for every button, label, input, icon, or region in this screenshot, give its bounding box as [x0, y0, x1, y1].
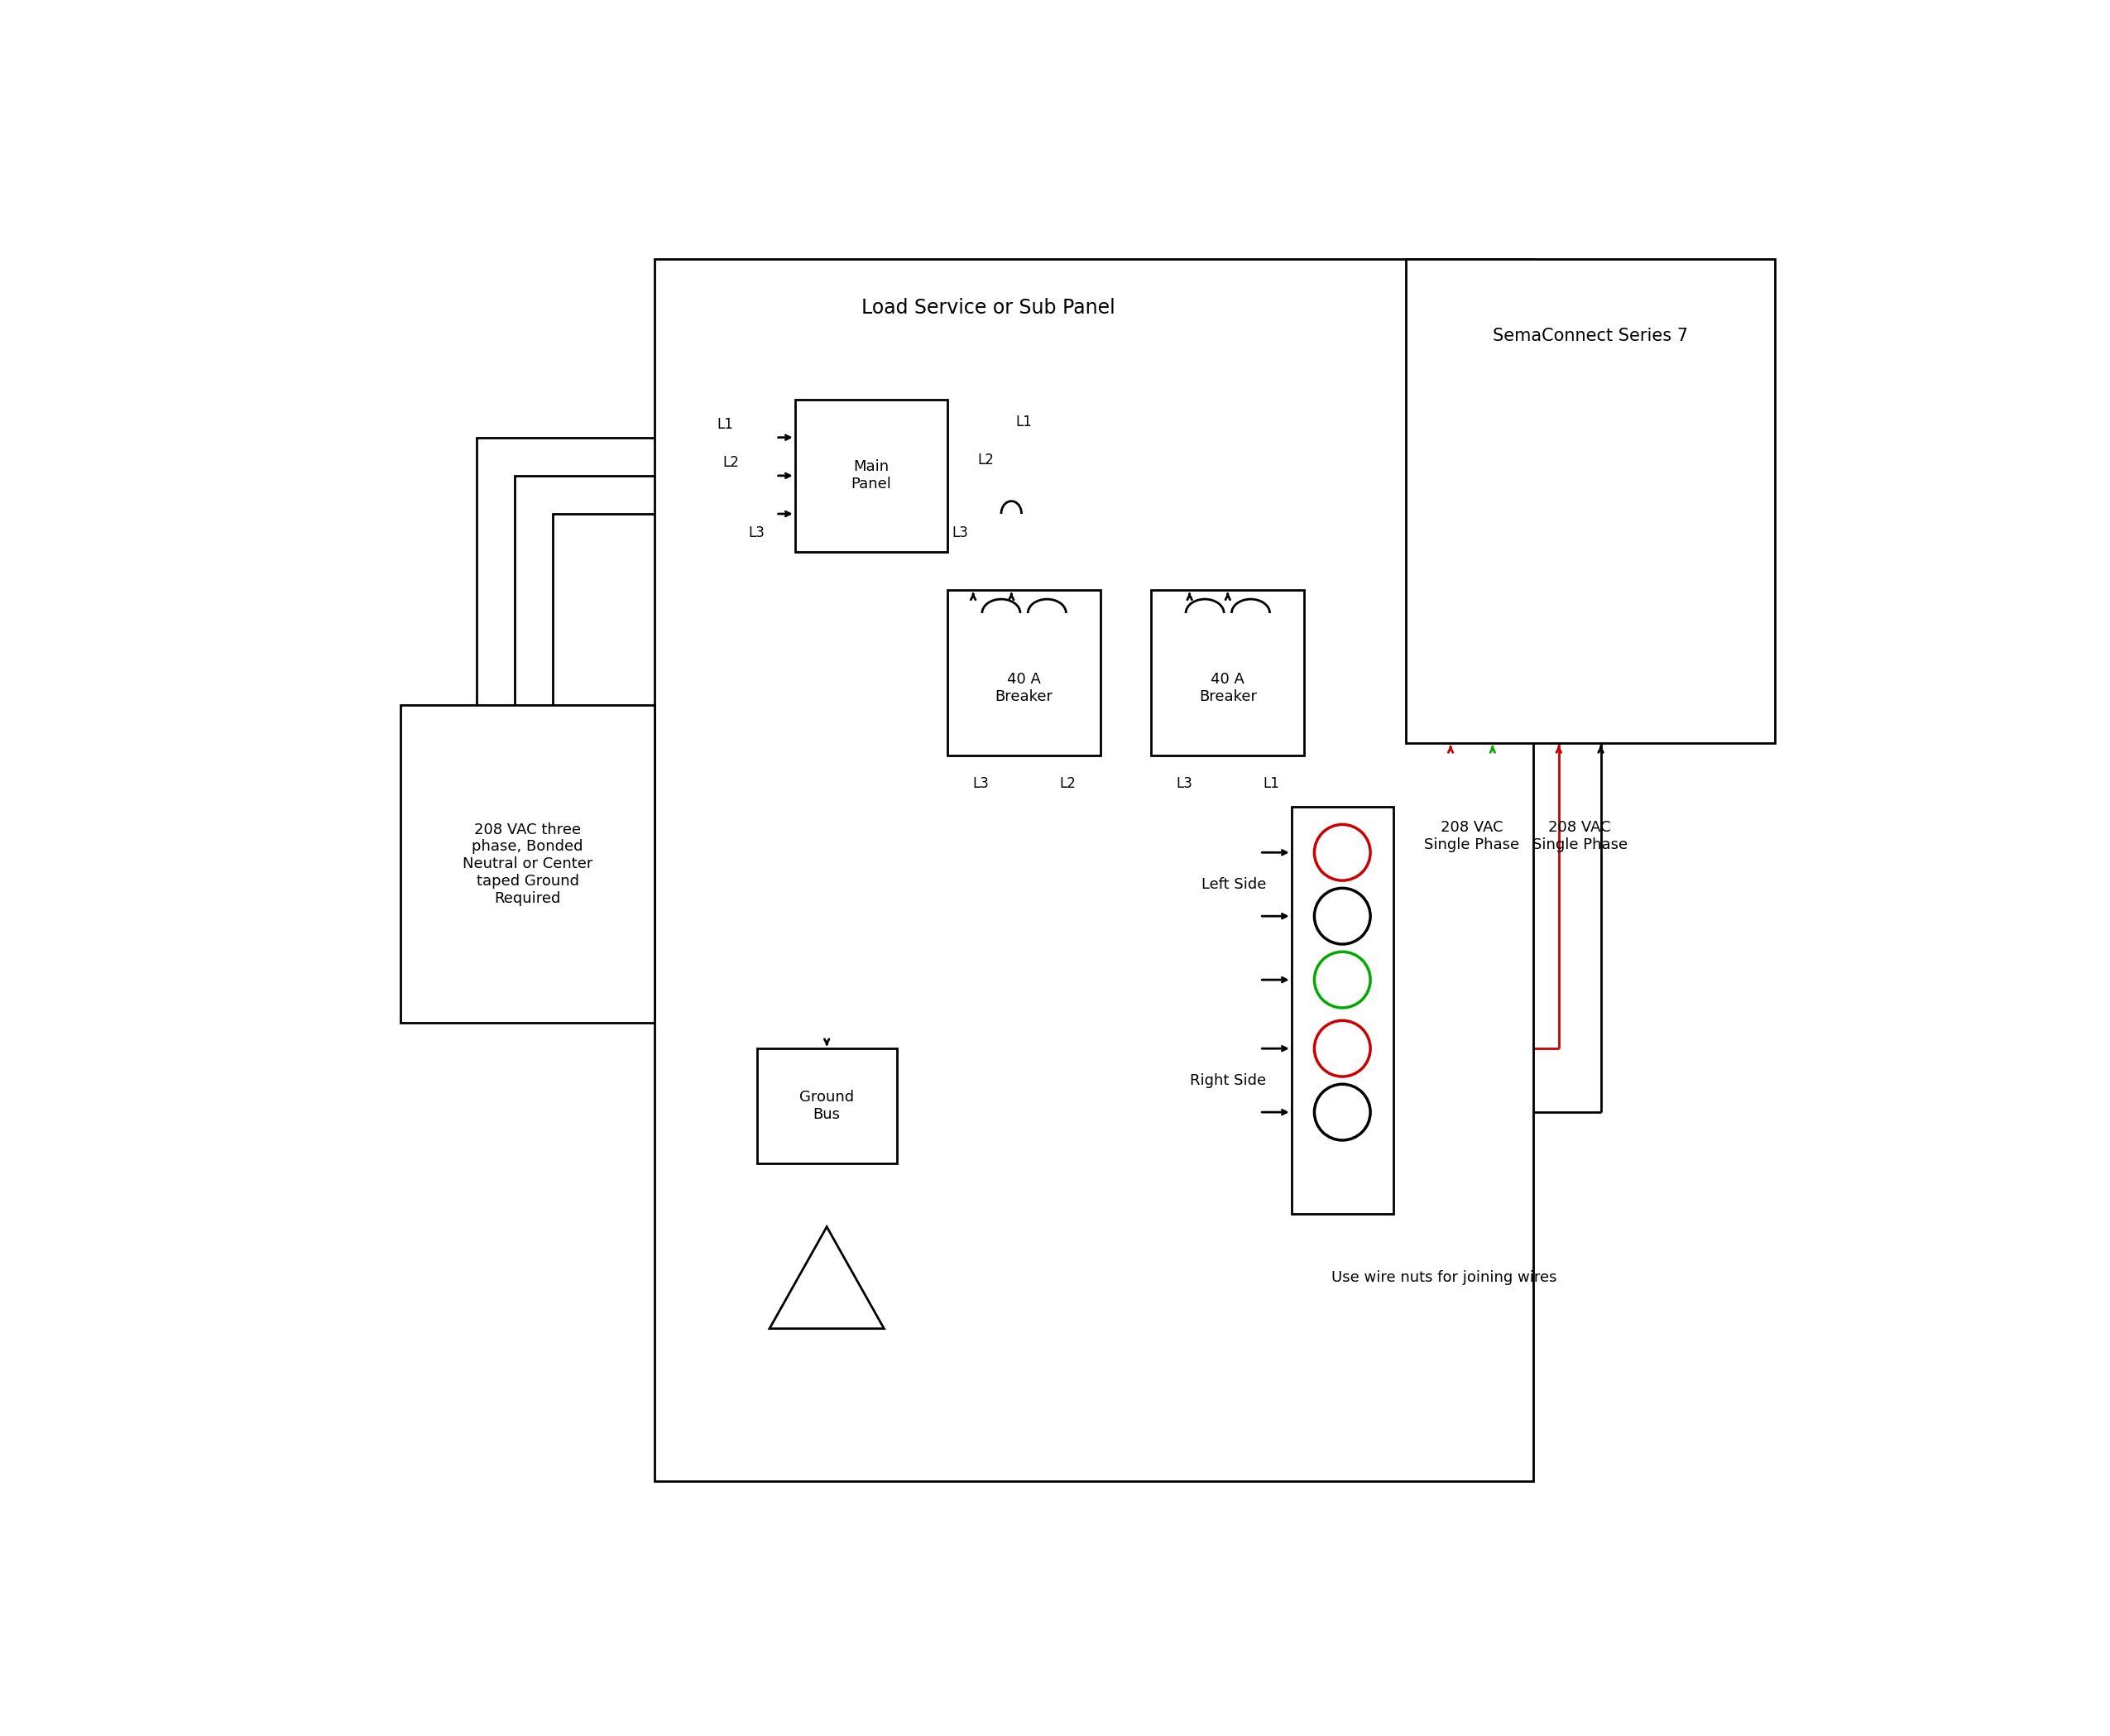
Text: Load Service or Sub Panel: Load Service or Sub Panel	[861, 297, 1116, 318]
Bar	[795, 399, 947, 552]
Text: L3: L3	[1175, 776, 1192, 792]
Text: L1: L1	[1015, 415, 1032, 429]
Bar	[1152, 590, 1304, 755]
Text: L1: L1	[1264, 776, 1279, 792]
Text: Main
Panel: Main Panel	[850, 460, 893, 491]
Text: Ground
Bus: Ground Bus	[800, 1090, 855, 1121]
Bar	[1405, 259, 1775, 743]
Text: L3: L3	[973, 776, 990, 792]
Text: L2: L2	[1059, 776, 1076, 792]
Text: 208 VAC three
phase, Bonded
Neutral or Center
taped Ground
Required: 208 VAC three phase, Bonded Neutral or C…	[462, 823, 593, 906]
Text: L3: L3	[749, 526, 766, 540]
Text: L2: L2	[977, 453, 994, 467]
Bar	[757, 1049, 897, 1163]
Text: 40 A
Breaker: 40 A Breaker	[1198, 672, 1258, 705]
Text: L3: L3	[952, 526, 968, 540]
Bar	[1291, 807, 1393, 1213]
Bar	[947, 590, 1101, 755]
Text: L2: L2	[724, 455, 738, 470]
Text: 208 VAC
Single Phase: 208 VAC Single Phase	[1424, 819, 1519, 852]
Text: Use wire nuts for joining wires: Use wire nuts for joining wires	[1331, 1271, 1557, 1285]
Bar	[654, 259, 1534, 1481]
Text: 40 A
Breaker: 40 A Breaker	[996, 672, 1053, 705]
Text: L1: L1	[717, 417, 732, 432]
Bar	[401, 705, 654, 1023]
Text: 208 VAC
Single Phase: 208 VAC Single Phase	[1532, 819, 1627, 852]
Text: SemaConnect Series 7: SemaConnect Series 7	[1494, 328, 1688, 344]
Text: Left Side: Left Side	[1201, 877, 1266, 892]
Text: Right Side: Right Side	[1190, 1073, 1266, 1088]
